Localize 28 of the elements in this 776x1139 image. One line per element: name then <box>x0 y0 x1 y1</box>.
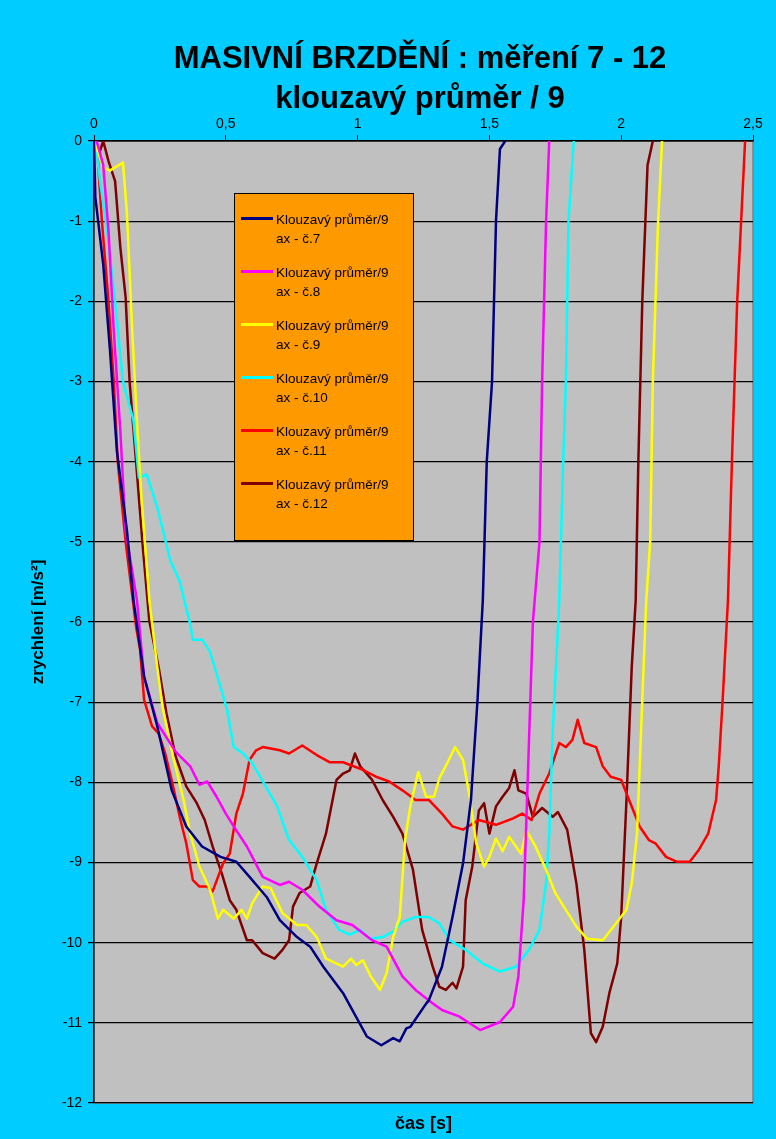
y-tick-label: -12 <box>61 1093 83 1110</box>
y-tick-label: -3 <box>69 372 83 389</box>
y-tick-label: -6 <box>69 612 83 629</box>
legend-label: Klouzavý průměr/9 ax - č.10 <box>276 370 390 407</box>
x-axis-title: čas [s] <box>393 1113 453 1134</box>
legend-label: Klouzavý průměr/9 ax - č.8 <box>276 264 390 301</box>
y-tick-label: -4 <box>69 452 83 469</box>
x-tick-label: 2 <box>617 115 626 132</box>
legend-label: Klouzavý průměr/9 ax - č.7 <box>276 211 390 248</box>
y-tick-label: -5 <box>69 532 83 549</box>
y-tick-label: -10 <box>61 933 83 950</box>
x-tick-label: 0,5 <box>216 115 236 132</box>
legend-label: Klouzavý průměr/9 ax - č.12 <box>276 476 390 513</box>
x-tick-label: 1 <box>353 115 362 132</box>
y-tick-label: 0 <box>74 131 83 148</box>
x-tick-label: 0 <box>90 115 99 132</box>
chart-title: MASIVNÍ BRZDĚNÍ : měření 7 - 12 klouzavý průměr / 9 <box>173 40 667 115</box>
y-tick-label: -2 <box>69 292 83 309</box>
legend-label: Klouzavý průměr/9 ax - č.11 <box>276 423 390 460</box>
x-tick-label: 2,5 <box>743 115 763 132</box>
y-tick-label: -11 <box>62 1013 83 1030</box>
x-tick-label: 1,5 <box>479 115 500 132</box>
y-axis-title: zrychlení [m/s²] <box>27 559 47 685</box>
y-tick-label: -8 <box>69 773 83 790</box>
legend-label: Klouzavý průměr/9 ax - č.9 <box>276 317 390 354</box>
y-tick-label: -9 <box>69 853 83 870</box>
y-tick-label: -7 <box>69 693 83 710</box>
y-tick-label: -1 <box>69 212 83 229</box>
